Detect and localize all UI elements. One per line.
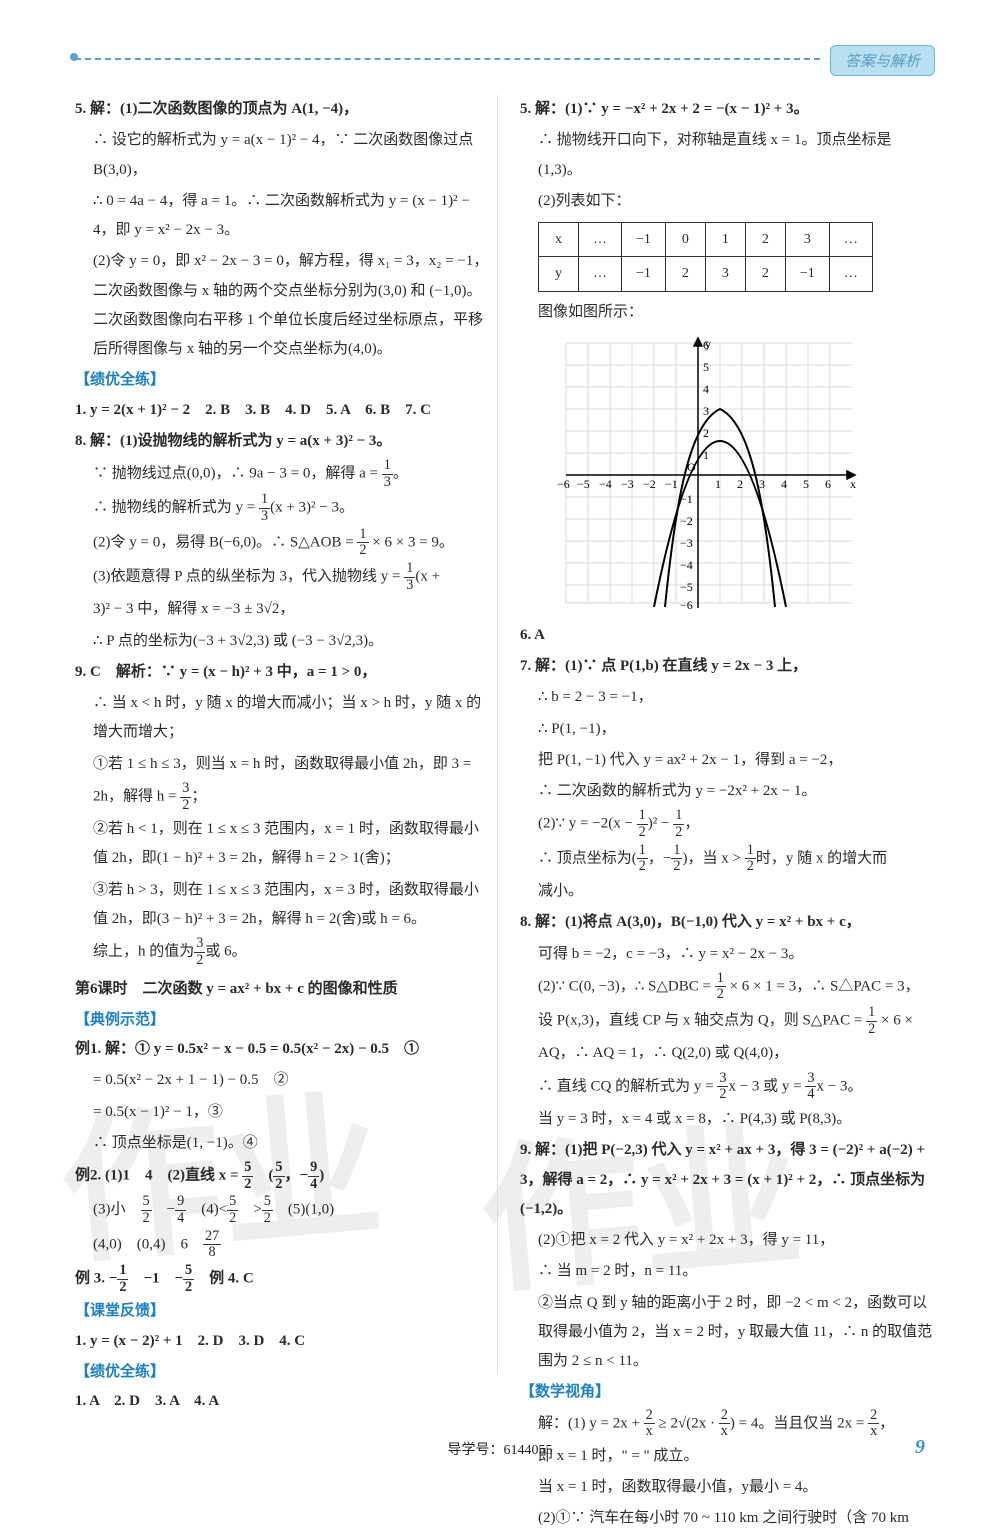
svg-text:2: 2 [703, 426, 709, 440]
q8-line: 3)² − 3 中，解得 x = −3 ± 3√2， [75, 595, 490, 624]
r-q5-line: (2)列表如下： [520, 187, 935, 216]
ex3-line: 例 3. −12 −1 −52 例 4. C [75, 1263, 490, 1295]
svg-text:−1: −1 [680, 492, 693, 506]
svg-text:−2: −2 [643, 477, 656, 491]
answer-line: 1. y = (x − 2)² + 1 2. D 3. D 4. C [75, 1327, 490, 1356]
svg-text:−3: −3 [621, 477, 634, 491]
svg-text:4: 4 [781, 477, 787, 491]
q9-line: ①若 1 ≤ h ≤ 3，则当 x = h 时，函数取得最小值 2h，即 3 = [75, 750, 490, 779]
svg-text:−5: −5 [680, 580, 693, 594]
svg-text:−5: −5 [577, 477, 590, 491]
r-q5-line: ∴ 抛物线开口向下，对称轴是直线 x = 1。顶点坐标是 (1,3)。 [520, 126, 935, 185]
q9-line: ∴ 当 x < h 时，y 随 x 的增大而减小；当 x > h 时，y 随 x… [75, 689, 490, 748]
r-q9-line: ②当点 Q 到 y 轴的距离小于 2 时，即 −2 < m < 2，函数可以取得… [520, 1289, 935, 1377]
svg-text:1: 1 [715, 477, 721, 491]
page-number: 9 [915, 1436, 925, 1459]
svg-text:−1: −1 [665, 477, 678, 491]
svg-text:O: O [687, 460, 696, 474]
q5-line: 5. 解：(1)二次函数图像的顶点为 A(1, −4)， [75, 95, 490, 124]
svg-text:4: 4 [703, 382, 709, 396]
r-q7-line: ∴ P(1, −1)， [520, 715, 935, 744]
q5-line: ∴ 0 = 4a − 4，得 a = 1。∴ 二次函数解析式为 y = (x −… [75, 187, 490, 246]
r-q7-line: 7. 解：(1)∵ 点 P(1,b) 在直线 y = 2x − 3 上， [520, 652, 935, 681]
content-columns: 5. 解：(1)二次函数图像的顶点为 A(1, −4)， ∴ 设它的解析式为 y… [75, 95, 935, 1536]
lesson-title: 第6课时 二次函数 y = ax² + bx + c 的图像和性质 [75, 975, 490, 1004]
svg-text:−2: −2 [680, 514, 693, 528]
ex1-line: = 0.5(x² − 2x + 1 − 1) − 0.5 ② [75, 1066, 490, 1095]
header-tab: 答案与解析 [830, 45, 935, 76]
right-column: 5. 解：(1)∵ y = −x² + 2x + 2 = −(x − 1)² +… [520, 95, 935, 1536]
r-q7-line: ∴ 二次函数的解析式为 y = −2x² + 2x − 1。 [520, 777, 935, 806]
r-q7-line: 减小。 [520, 877, 935, 906]
r-q7-line: 把 P(1, −1) 代入 y = ax² + 2x − 1，得到 a = −2… [520, 746, 935, 775]
table-row: x…−10123… [539, 223, 873, 257]
r-q9-line: ∴ 当 m = 2 时，n = 11。 [520, 1257, 935, 1286]
table-row: y…−1232−1… [539, 257, 873, 291]
q9-line: 综上，h 的值为32或 6。 [75, 936, 490, 968]
r-q6: 6. A [520, 621, 935, 650]
r-q8-line: 可得 b = −2，c = −3，∴ y = x² − 2x − 3。 [520, 940, 935, 969]
svg-text:3: 3 [703, 404, 709, 418]
q9-line: ③若 h > 3，则在 1 ≤ x ≤ 3 范围内，x = 3 时，函数取得最小… [75, 876, 490, 935]
q8-line: ∴ 抛物线的解析式为 y = 13(x + 3)² − 3。 [75, 492, 490, 524]
svg-text:5: 5 [703, 360, 709, 374]
sol-line: 当 x = 1 时，函数取得最小值，y最小 = 4。 [520, 1473, 935, 1502]
left-column: 5. 解：(1)二次函数图像的顶点为 A(1, −4)， ∴ 设它的解析式为 y… [75, 95, 490, 1536]
r-q7-line: ∴ 顶点坐标为(12，−12)，当 x > 12时，y 随 x 的增大而 [520, 843, 935, 875]
r-q8-line: 设 P(x,3)，直线 CP 与 x 轴交点为 Q，则 S△PAC = 12 ×… [520, 1005, 935, 1037]
footer-text: 导学号：6144055 [0, 1439, 1000, 1459]
r-q8-line: AQ，∴ AQ = 1，∴ Q(2,0) 或 Q(4,0)， [520, 1039, 935, 1068]
sol-line: 解：(1) y = 2x + 2x ≥ 2√(2x · 2x) = 4。当且仅当… [520, 1408, 935, 1440]
ex1-line: ∴ 顶点坐标是(1, −1)。④ [75, 1129, 490, 1158]
graph-caption: 图像如图所示： [520, 298, 935, 327]
r-q8-line: 当 y = 3 时，x = 4 或 x = 8，∴ P(4,3) 或 P(8,3… [520, 1105, 935, 1134]
section-heading: 【典例示范】 [75, 1006, 490, 1035]
ex2-line: (4,0) (0,4) 6 278 [75, 1229, 490, 1261]
section-heading: 【数学视角】 [520, 1378, 935, 1407]
svg-text:−4: −4 [599, 477, 612, 491]
ex2-line: (3)小 52 −94 (4)<52 >52 (5)(1,0) [75, 1194, 490, 1226]
value-table: x…−10123… y…−1232−1… [538, 222, 873, 292]
answer-line: 1. A 2. D 3. A 4. A [75, 1387, 490, 1416]
svg-text:3: 3 [759, 477, 765, 491]
svg-text:x: x [850, 477, 856, 491]
ex2-line: 例2. (1)1 4 (2)直线 x = 52 (52，−94) [75, 1160, 490, 1192]
q8-line: ∵ 抛物线过点(0,0)，∴ 9a − 3 = 0，解得 a = 13。 [75, 458, 490, 490]
q8-line: 8. 解：(1)设抛物线的解析式为 y = a(x + 3)² − 3。 [75, 427, 490, 456]
svg-text:−3: −3 [680, 536, 693, 550]
r-q8-line: 8. 解：(1)将点 A(3,0)，B(−1,0) 代入 y = x² + bx… [520, 908, 935, 937]
r-q5-line: 5. 解：(1)∵ y = −x² + 2x + 2 = −(x − 1)² +… [520, 95, 935, 124]
svg-text:−6: −6 [680, 598, 693, 612]
parabola-graph: yx O 654321 −1−2−3−4−5−6 123456 −1−2−3−4… [555, 333, 935, 613]
svg-text:2: 2 [737, 477, 743, 491]
q9-line: 2h，解得 h = 32； [75, 781, 490, 813]
r-q8-line: (2)∵ C(0, −3)，∴ S△DBC = 12 × 6 × 1 = 3，∴… [520, 971, 935, 1003]
svg-text:−6: −6 [557, 477, 570, 491]
r-q9-line: 9. 解：(1)把 P(−2,3) 代入 y = x² + ax + 3，得 3… [520, 1136, 935, 1224]
q5-line: (2)令 y = 0，即 x² − 2x − 3 = 0，解方程，得 x₁ = … [75, 247, 490, 364]
r-q7-line: (2)∵ y = −2(x − 12)² − 12， [520, 808, 935, 840]
q8-line: (2)令 y = 0，易得 B(−6,0)。∴ S△AOB = 12 × 6 ×… [75, 527, 490, 559]
answer-line: 1. y = 2(x + 1)² − 2 2. B 3. B 4. D 5. A… [75, 396, 490, 425]
section-heading: 【绩优全练】 [75, 1358, 490, 1387]
svg-text:5: 5 [803, 477, 809, 491]
section-heading: 【绩优全练】 [75, 366, 490, 395]
svg-text:6: 6 [825, 477, 831, 491]
svg-text:6: 6 [703, 338, 709, 352]
r-q9-line: (2)①把 x = 2 代入 y = x² + 2x + 3，得 y = 11， [520, 1226, 935, 1255]
q9-line: ②若 h < 1，则在 1 ≤ x ≤ 3 范围内，x = 1 时，函数取得最小… [75, 815, 490, 874]
r-q8-line: ∴ 直线 CQ 的解析式为 y = 32x − 3 或 y = 34x − 3。 [520, 1071, 935, 1103]
q8-line: (3)依题意得 P 点的纵坐标为 3，代入抛物线 y = 13(x + [75, 561, 490, 593]
q9-line: 9. C 解析：∵ y = (x − h)² + 3 中，a = 1 > 0， [75, 658, 490, 687]
section-heading: 【课堂反馈】 [75, 1297, 490, 1326]
svg-text:1: 1 [703, 448, 709, 462]
header-dashed-line [75, 58, 820, 60]
ex1-line: 例1. 解：① y = 0.5x² − x − 0.5 = 0.5(x² − 2… [75, 1035, 490, 1064]
svg-text:−4: −4 [680, 558, 693, 572]
q5-line: ∴ 设它的解析式为 y = a(x − 1)² − 4，∵ 二次函数图像过点 B… [75, 126, 490, 185]
q8-line: ∴ P 点的坐标为(−3 + 3√2,3) 或 (−3 − 3√2,3)。 [75, 627, 490, 656]
r-q7-line: ∴ b = 2 − 3 = −1， [520, 683, 935, 712]
ex1-line: = 0.5(x − 1)² − 1，③ [75, 1098, 490, 1127]
sol-line: (2)①∵ 汽车在每小时 70 ~ 110 km 之间行驶时（含 70 km [520, 1504, 935, 1533]
